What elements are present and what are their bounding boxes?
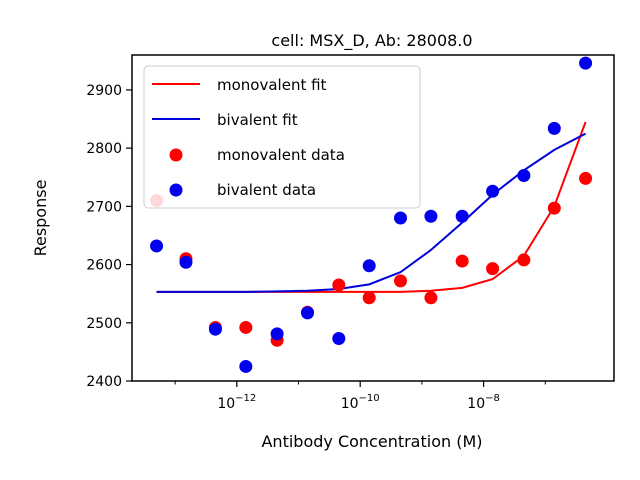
data-point-monovalent-data	[455, 254, 469, 268]
y-tick-label: 2400	[86, 374, 122, 390]
data-point-monovalent-data	[486, 262, 500, 276]
data-point-bivalent-data	[150, 239, 164, 253]
data-point-monovalent-data	[394, 274, 407, 288]
data-point-monovalent-data	[239, 320, 253, 334]
x-tick-label: 10−12	[217, 393, 256, 412]
plot-frame	[131, 54, 615, 382]
legend: monovalent fit bivalent fit monovalent dat…	[143, 65, 421, 209]
legend-box	[143, 65, 421, 209]
data-point-bivalent-data	[547, 121, 561, 135]
data-point-bivalent-data	[486, 184, 500, 198]
y-tick-label: 2500	[86, 316, 122, 332]
data-point-monovalent-data	[517, 253, 531, 267]
legend-swatch-bivalent-data	[169, 183, 183, 197]
data-point-bivalent-data	[424, 209, 438, 223]
data-point-bivalent-data	[362, 259, 376, 273]
data-point-bivalent-data	[455, 209, 469, 223]
data-point-bivalent-data	[179, 255, 193, 269]
y-tick-label: 2600	[86, 258, 122, 274]
x-axis-label: Antibody Concentration (M)	[261, 432, 482, 451]
data-point-bivalent-data	[579, 56, 593, 70]
y-tick-label: 2900	[86, 83, 122, 99]
data-point-bivalent-data	[301, 306, 315, 320]
legend-swatch-monovalent-data	[169, 148, 183, 162]
data-point-bivalent-data	[208, 322, 222, 336]
data-point-monovalent-data	[547, 201, 561, 215]
data-point-bivalent-data	[239, 359, 253, 373]
data-point-bivalent-data	[394, 211, 407, 225]
data-point-monovalent-data	[424, 291, 438, 305]
data-point-monovalent-data	[579, 171, 593, 185]
series-line-bivalent-fit	[156, 132, 587, 293]
legend-label-monovalent-fit: monovalent fit	[217, 76, 327, 94]
data-point-bivalent-data	[517, 169, 531, 182]
axes: 2400 2500 2600 2700 2800 2900 10−12 10−10 10−8	[86, 83, 546, 412]
data-point-monovalent-data	[362, 291, 376, 305]
legend-label-monovalent-data: monovalent data	[217, 146, 345, 164]
legend-label-bivalent-data: bivalent data	[217, 181, 316, 199]
chart-title: cell: MSX_D, Ab: 28008.0	[271, 31, 472, 51]
x-tick-label: 10−8	[467, 393, 500, 412]
data-point-monovalent-data	[332, 278, 346, 292]
data-point-bivalent-data	[332, 332, 346, 345]
legend-label-bivalent-fit: bivalent fit	[217, 111, 298, 129]
x-tick-label: 10−10	[341, 393, 380, 412]
y-tick-label: 2700	[86, 199, 122, 215]
data-point-bivalent-data	[270, 327, 284, 341]
plot-area	[150, 56, 593, 373]
y-tick-label: 2800	[86, 141, 122, 157]
y-axis-label: Response	[31, 180, 50, 257]
